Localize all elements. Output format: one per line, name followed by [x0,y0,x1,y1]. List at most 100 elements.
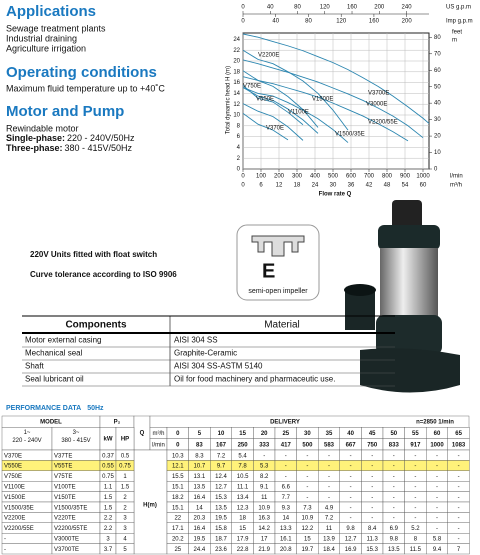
text: 12.7 [345,536,357,542]
text: 9.3 [282,505,291,511]
text: V55TE [54,464,72,470]
text: 17 [261,536,268,542]
text: V750E [243,84,261,90]
text: AISI 304 SS [174,336,218,345]
text: 1.1 [104,484,113,490]
text: 25 [282,431,289,437]
text: 13.5 [215,505,227,511]
text: 13.5 [388,547,400,553]
text: 12 [276,183,283,189]
text: 500 [328,174,339,180]
text: 2 [123,505,127,511]
text: feet [452,30,462,36]
text: H(m) [143,503,157,509]
text: 0.37 [102,453,114,459]
text: 0 [434,167,438,173]
text: 10 [218,431,225,437]
text: 0 [176,431,180,437]
text: 250 [238,442,249,448]
text: 9.8 [390,536,399,542]
text: - [393,484,395,490]
text: 0 [241,19,245,25]
text: 0.75 [119,464,131,470]
text: DELIVERY [270,420,300,426]
text: 14.2 [258,526,270,532]
text: - [414,495,416,501]
text: 7 [457,547,461,553]
text: Industrial draining [6,33,77,43]
text: 5.3 [260,464,269,470]
text: - [328,484,330,490]
text: 11.1 [237,484,249,490]
text: V2200E [4,516,25,522]
text: V3000E [366,102,387,108]
text: 13.1 [194,474,206,480]
text: V2200/55E [4,526,34,532]
text: 0 [237,167,241,173]
pump-curve [243,76,409,142]
text: 7.2 [325,516,334,522]
text: MODEL [40,420,62,426]
text: Components [65,320,127,331]
text: 11 [261,495,268,501]
text: 6.9 [390,526,399,532]
text: 700 [364,174,375,180]
text: - [306,453,308,459]
phase-value: 220 - 240V/50Hz [67,133,135,143]
text: - [4,547,6,553]
text: 0.75 [102,474,114,480]
text: - [436,484,438,490]
text: V370E [266,126,284,132]
text: 20 [434,134,441,140]
text: - [458,536,460,542]
cell [115,543,135,555]
text: m [452,38,457,44]
text: 21.9 [258,547,270,553]
text: P₂ [114,420,121,426]
text: 18.7 [215,536,227,542]
text: Maximum fluid temperature up to +40˚C [6,83,165,93]
title: PERFORMANCE DATA [6,405,81,412]
text: 0.55 [102,464,114,470]
text: - [328,464,330,470]
text: - [436,464,438,470]
text: 2 [237,156,241,162]
text: - [350,505,352,511]
text: 20 [261,431,268,437]
text: 16.3 [258,516,270,522]
text: V550E [4,464,22,470]
text: - [436,516,438,522]
text: 83 [196,442,203,448]
text: 12.3 [237,505,249,511]
text: 18 [294,183,301,189]
text: 20.3 [194,516,206,522]
text: 16.4 [194,526,206,532]
text: V220TE [54,516,76,522]
text: 2.2 [104,516,113,522]
table-title: PERFORMANCE DATA 50Hz [6,405,104,412]
text: - [285,464,287,470]
pump-curve [243,33,429,125]
text: 1.5 [104,505,113,511]
phase-line: Three-phase: 380 - 415V/50Hz [6,143,133,153]
text: V750E [4,474,22,480]
text: 5.4 [238,453,247,459]
text: 20.8 [280,547,292,553]
phase-label: Three-phase: [6,143,63,153]
text: - [371,505,373,511]
text: - [306,464,308,470]
text: 800 [382,174,393,180]
text: V1500/35E [335,132,365,138]
text: 0.5 [121,453,130,459]
text: V1500/35TE [54,505,87,511]
text: 15 [239,526,246,532]
text: 24 [233,37,240,43]
text: 200 [402,19,413,25]
text: 18.2 [172,495,184,501]
text: 30 [330,183,337,189]
text: 1000 [430,442,444,448]
text: 16.9 [345,547,357,553]
text: 417 [281,442,292,448]
text: 333 [259,442,270,448]
cell [133,449,168,555]
